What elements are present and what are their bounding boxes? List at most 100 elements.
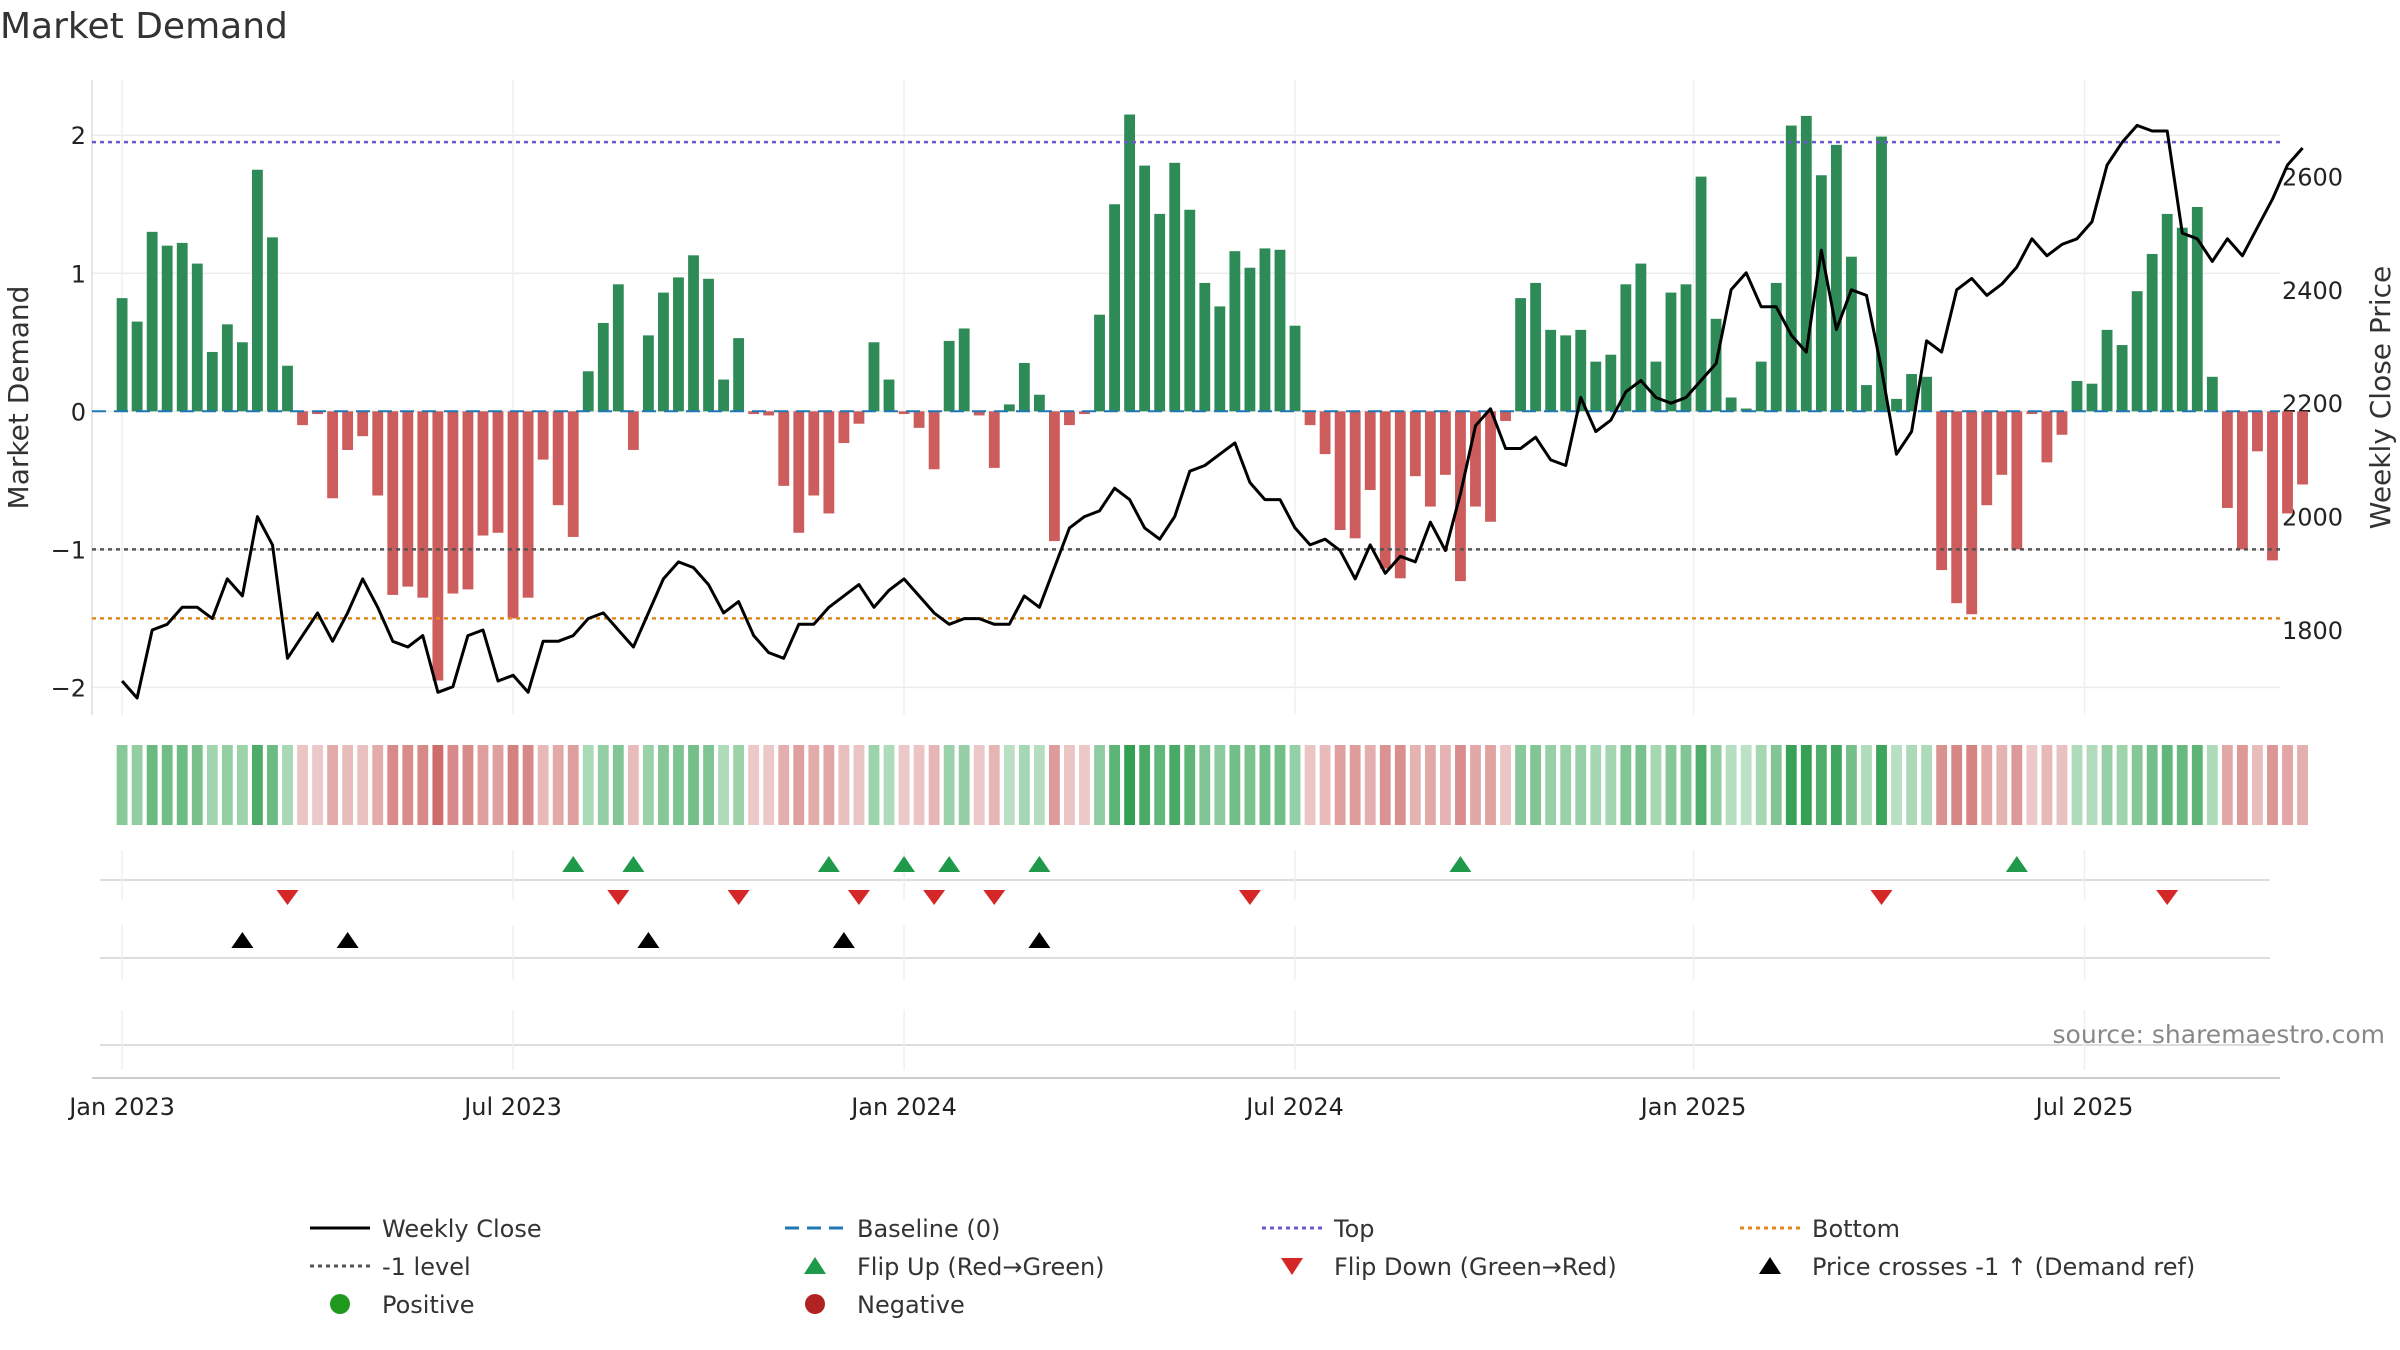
flip-up-marker [1449,856,1472,872]
heat-cell [1830,745,1842,825]
demand-bar-negative [462,411,474,590]
heat-cell [2297,745,2308,825]
heat-cell [612,745,624,825]
heat-cell [387,745,399,825]
demand-bar-positive [1214,306,1226,412]
demand-bar-positive [1139,165,1151,412]
heat-cell [2146,745,2158,825]
demand-bar-positive [1109,204,1120,412]
heat-cell [537,745,549,825]
demand-bar-positive [1891,398,1902,412]
demand-bar-positive [236,342,248,412]
heat-cell [1906,745,1917,825]
demand-bar-negative [522,411,534,598]
heat-cell [2116,745,2128,825]
heat-cell [116,745,128,825]
heat-cell [1064,745,1075,825]
demand-bar-negative [1349,411,1361,539]
heat-cell [1560,745,1572,825]
heat-cell [1304,745,1316,825]
heat-cell [642,745,654,825]
demand-bar-negative [1936,411,1948,571]
demand-bar-negative [1409,411,1421,477]
heat-cell [688,745,699,825]
demand-bar-negative [402,411,414,587]
demand-bar-positive [1800,115,1812,412]
heat-cell [1018,745,1030,825]
demand-bar-negative [552,411,564,506]
heat-cell [2011,745,2023,825]
demand-bar-negative [1364,411,1376,490]
demand-bar-negative [2056,411,2068,435]
heat-cell [582,745,594,825]
heat-cell [778,745,790,825]
heat-cell [2071,745,2083,825]
demand-bar-positive [1725,397,1737,412]
demand-bar-positive [958,328,970,412]
x-tick-label: Jan 2023 [67,1093,175,1121]
legend-flip-down-swatch [1281,1258,1303,1275]
demand-bar-positive [883,379,895,412]
heat-cell [1470,745,1481,825]
heat-cell [1966,745,1978,825]
heat-cell [176,745,188,825]
heat-cell [973,745,985,825]
source-note: source: sharemaestro.com [2053,1020,2386,1049]
heat-cell [1139,745,1151,825]
heat-cell [1996,745,2008,825]
heat-cell [1229,745,1241,825]
heat-cell [567,745,579,825]
heat-cell [1530,745,1542,825]
demand-bar-positive [2161,213,2173,412]
demand-bar-positive [131,321,143,412]
cross-up-marker [231,932,254,948]
heat-cell [763,745,775,825]
demand-bar-negative [327,411,339,499]
demand-bar-positive [2116,345,2128,412]
legend-label: -1 level [382,1253,471,1281]
heat-cell [1003,745,1015,825]
heat-cell [1049,745,1060,825]
heat-cell [2101,745,2113,825]
cross-up-marker [1028,932,1051,948]
legend-label: Weekly Close [382,1215,542,1243]
flip-up-marker [2005,856,2028,872]
demand-bar-negative [1049,411,1060,542]
cross-up-marker [336,932,359,948]
heat-cell [627,745,639,825]
demand-bar-negative [1079,411,1090,415]
heat-cell [1349,745,1361,825]
heat-cell [1800,745,1812,825]
heat-cell [2252,745,2263,825]
demand-bar-positive [1740,408,1752,412]
heat-cell [297,745,308,825]
heat-cell [1921,745,1933,825]
demand-bar-positive [1755,361,1767,412]
heat-cell [838,745,850,825]
demand-bar-positive [1199,282,1211,412]
flip-up-marker [622,856,645,872]
demand-bar-positive [1560,335,1572,412]
demand-bar-positive [2176,227,2188,412]
demand-bar-negative [2026,411,2038,415]
legend-negative-swatch [805,1294,825,1314]
demand-bar-positive [1876,136,1887,412]
demand-bar-positive [1094,314,1105,412]
heat-cell [898,745,910,825]
demand-bar-positive [2086,383,2098,412]
demand-bar-negative [1485,411,1496,522]
demand-bar-negative [748,411,760,415]
heat-cell [2267,745,2278,825]
demand-bar-positive [1259,248,1271,412]
heat-cell [447,745,459,825]
heat-cell [327,745,339,825]
demand-bar-positive [1124,114,1136,412]
heat-cell [372,745,384,825]
heat-cell [1710,745,1722,825]
x-tick-label: Jan 2025 [1639,1093,1747,1121]
heat-cell [2206,745,2218,825]
x-axis: Jan 2023 Jul 2023 Jan 2024 Jul 2024 Jan 2025… [67,1077,2280,1121]
heat-cell [1109,745,1120,825]
heat-cell [1334,745,1346,825]
heat-cell [597,745,609,825]
